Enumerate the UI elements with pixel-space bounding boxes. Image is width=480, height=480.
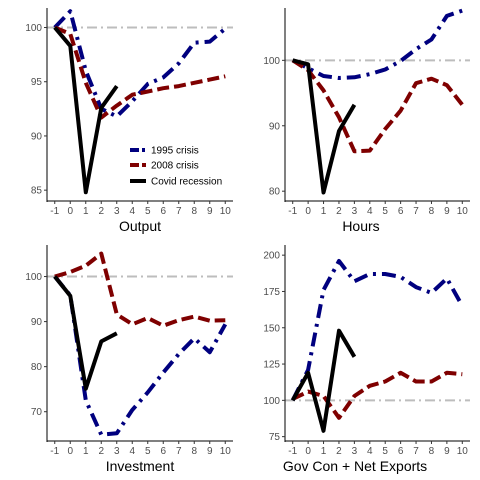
investment-x-tick-label: 5	[145, 446, 151, 457]
investment-x-tick-label: 2	[98, 446, 104, 457]
investment-x-tick-label: 9	[207, 446, 213, 457]
hours-x-tick-label: 0	[305, 206, 311, 217]
investment-x-tick-label: 3	[114, 446, 120, 457]
output-x-tick-label: 5	[145, 206, 151, 217]
investment-x-axis-title: Investment	[106, 458, 175, 474]
output-x-tick-label: 1	[83, 206, 89, 217]
investment-panel: Investment -1 0 1 2 3 4 5 6 7 8 9 10 70 80 90 100	[25, 245, 233, 474]
investment-x-tick-label: 0	[67, 446, 73, 457]
gov-con-net-exports-y-tick-label: 75	[269, 432, 281, 443]
legend: 1995 crisis 2008 crisis Covid recession	[130, 146, 222, 188]
investment-x-tick-label: -1	[50, 446, 59, 457]
gov-con-net-exports-x-tick-label: 7	[413, 446, 419, 457]
hours-x-tick-label: 3	[352, 206, 358, 217]
output-series-covid-recession-line	[53, 26, 119, 195]
hours-x-tick-label: 1	[321, 206, 327, 217]
output-y-tick-label: 90	[31, 131, 43, 142]
output-y-tick-label: 100	[25, 23, 42, 34]
gov-con-net-exports-x-tick-label: 2	[336, 446, 342, 457]
investment-x-tick-label: 4	[129, 446, 135, 457]
hours-x-tick-label: 8	[429, 206, 435, 217]
gov-con-net-exports-x-tick-label: -1	[288, 446, 297, 457]
investment-y-tick-label: 70	[31, 407, 43, 418]
output-x-tick-label: 10	[220, 206, 232, 217]
hours-x-tick-label: 7	[413, 206, 419, 217]
hours-x-tick-label: 6	[398, 206, 404, 217]
investment-x-tick-label: 7	[176, 446, 182, 457]
hours-x-tick-label: -1	[288, 206, 297, 217]
output-y-tick-label: 95	[31, 77, 43, 88]
output-series-1995-crisis-line	[53, 9, 227, 119]
output-x-axis-title: Output	[119, 218, 161, 234]
investment-y-tick-label: 80	[31, 362, 43, 373]
gov-con-net-exports-x-tick-label: 9	[444, 446, 450, 457]
output-x-tick-label: 0	[67, 206, 73, 217]
legend-label: 2008 crisis	[151, 161, 199, 172]
gov-con-net-exports-y-tick-label: 100	[263, 396, 280, 407]
gov-con-net-exports-panel: Gov Con + Net Exports -1 0 1 2 3 4 5 6 7 8 9 10 75 10…	[263, 245, 470, 474]
gov-con-net-exports-y-tick-label: 125	[263, 360, 280, 371]
hours-x-tick-label: 5	[382, 206, 388, 217]
output-x-tick-label: 3	[114, 206, 120, 217]
hours-x-tick-label: 9	[444, 206, 450, 217]
gov-con-net-exports-y-tick-label: 175	[263, 287, 280, 298]
gov-con-net-exports-x-tick-label: 0	[305, 446, 311, 457]
output-x-tick-label: 2	[98, 206, 104, 217]
gov-con-net-exports-y-tick-label: 150	[263, 323, 280, 334]
hours-y-tick-label: 80	[269, 187, 281, 198]
legend-label: Covid recession	[151, 177, 222, 188]
output-x-tick-label: 7	[176, 206, 182, 217]
hours-x-tick-label: 2	[336, 206, 342, 217]
investment-x-tick-label: 10	[220, 446, 232, 457]
gov-con-net-exports-x-tick-label: 1	[321, 446, 327, 457]
hours-y-tick-label: 100	[263, 56, 280, 67]
output-series-2008-crisis-line	[54, 25, 226, 120]
output-x-tick-label: 9	[207, 206, 213, 217]
investment-x-tick-label: 1	[83, 446, 89, 457]
investment-y-tick-label: 100	[25, 272, 42, 283]
hours-panel: Hours -1 0 1 2 3 4 5 6 7 8 9 10 80 90 100	[263, 8, 470, 234]
gov-con-net-exports-x-tick-label: 5	[382, 446, 388, 457]
investment-series-2008-crisis-line	[54, 251, 226, 328]
hours-series-covid-recession-line	[292, 58, 357, 195]
output-x-tick-label: 6	[160, 206, 166, 217]
investment-x-tick-label: 8	[191, 446, 197, 457]
gov-con-net-exports-x-tick-label: 8	[429, 446, 435, 457]
gov-con-net-exports-y-tick-label: 200	[263, 251, 280, 262]
hours-series-1995-crisis-line	[291, 8, 463, 80]
investment-series-covid-recession-line	[53, 275, 118, 391]
gov-con-net-exports-x-tick-label: 3	[352, 446, 358, 457]
hours-x-axis-title: Hours	[342, 218, 379, 234]
gov-con-net-exports-series-covid-recession-line	[290, 328, 357, 433]
hours-series-2008-crisis-line	[291, 58, 464, 154]
investment-series-1995-crisis-line	[53, 275, 228, 437]
hours-y-tick-label: 90	[269, 121, 281, 132]
gov-con-net-exports-series-2008-crisis-line	[291, 370, 463, 420]
output-x-tick-label: 8	[191, 206, 197, 217]
investment-x-tick-label: 6	[160, 446, 166, 457]
gov-con-net-exports-x-tick-label: 6	[398, 446, 404, 457]
gov-con-net-exports-x-tick-label: 10	[457, 446, 469, 457]
gov-con-net-exports-x-axis-title: Gov Con + Net Exports	[283, 458, 427, 474]
output-x-tick-label: -1	[50, 206, 59, 217]
gov-con-net-exports-x-tick-label: 4	[367, 446, 373, 457]
output-x-tick-label: 4	[129, 206, 135, 217]
legend-label: 1995 crisis	[151, 146, 199, 157]
investment-y-tick-label: 90	[31, 317, 43, 328]
output-y-tick-label: 85	[31, 186, 43, 197]
hours-x-tick-label: 4	[367, 206, 373, 217]
hours-x-tick-label: 10	[457, 206, 469, 217]
output-panel: Output -1 0 1 2 3 4 5 6 7 8 9 10 85 90 95 100	[25, 8, 233, 234]
